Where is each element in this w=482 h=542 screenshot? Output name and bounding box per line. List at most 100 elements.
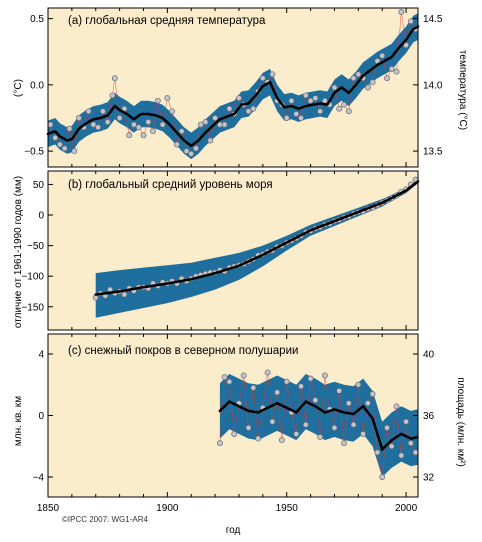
copyright-note: ©IPCC 2007: WG1-AR4 [62, 515, 148, 524]
panel-b-frame [47, 170, 419, 331]
annual-series-line [219, 372, 416, 478]
annual-point [283, 378, 290, 385]
annual-point [331, 84, 338, 91]
annual-point [66, 125, 73, 132]
right-y-tick-label: 36 [423, 411, 435, 422]
panel-a-title: (a) глобальная средняя температура [68, 15, 266, 27]
annual-point [250, 384, 257, 391]
annual-point [307, 375, 314, 382]
annual-point [216, 440, 223, 447]
annual-point [407, 440, 414, 447]
annual-point [364, 84, 371, 91]
annual-point [384, 424, 390, 431]
right-y-tick-label: 14.0 [423, 80, 443, 91]
annual-point [99, 108, 106, 115]
annual-point [212, 115, 219, 121]
annual-point [71, 148, 78, 155]
annual-point [302, 92, 309, 99]
annual-point [95, 124, 102, 131]
panel-snow-cover: −4 0 4 32 36 40 1850 1900 1950 2000 (c) снежный п… [13, 333, 466, 514]
y-tick-label: −0.5 [24, 147, 44, 158]
annual-point [364, 400, 371, 407]
annual-point [245, 424, 252, 431]
annual-point [369, 79, 376, 86]
y-tick-label: 0.5 [30, 14, 44, 25]
y-tick-label: 0.0 [30, 80, 44, 91]
annual-point [412, 449, 419, 456]
panel-a-ylabel: (°C) [13, 79, 24, 97]
annual-point [164, 95, 171, 102]
annual-point [403, 42, 410, 49]
annual-point [398, 9, 405, 15]
decadal-smoothed-line [94, 180, 420, 296]
annual-point [293, 431, 300, 437]
annual-point [173, 141, 180, 148]
uncertainty-band [219, 374, 418, 477]
panel-c-title: (c) снежный покров в северном полушарии [68, 345, 298, 357]
annual-point [221, 121, 228, 128]
annual-point [317, 434, 324, 440]
annual-point [388, 443, 395, 450]
y-tick-label: 0 [38, 211, 44, 222]
annual-point [345, 400, 352, 407]
annual-point [193, 145, 199, 152]
right-y-tick-label: 40 [423, 349, 435, 360]
annual-point [379, 474, 386, 480]
annual-point [255, 435, 262, 442]
annual-point [111, 75, 118, 82]
panel-temperature: −0.5 0.0 0.5 13.5 14.0 14.5 (a) глобальная ср… [13, 7, 468, 168]
annual-point [259, 75, 266, 82]
annual-point [274, 389, 281, 396]
annual-point [245, 108, 252, 115]
annual-point [159, 121, 166, 128]
annual-point [288, 97, 295, 104]
y-tick-label: −50 [27, 241, 44, 252]
y-tick-label: −100 [21, 272, 44, 283]
annual-point [130, 121, 137, 128]
annual-point [226, 378, 233, 385]
annual-point [104, 119, 111, 125]
annual-point [221, 374, 228, 381]
x-tick-label: 1850 [37, 503, 60, 514]
annual-point [341, 101, 347, 108]
annual-point [126, 132, 133, 139]
annual-point [321, 372, 328, 379]
annual-point [226, 105, 233, 112]
annual-point [85, 108, 92, 115]
annual-point [76, 115, 82, 121]
annual-point [56, 141, 63, 148]
y-tick-label: 0 [38, 411, 44, 422]
annual-point [231, 431, 238, 437]
annual-point [109, 92, 116, 99]
annual-point [298, 115, 304, 121]
annual-point [293, 111, 300, 117]
annual-point [407, 18, 414, 25]
annual-point [336, 387, 343, 394]
annual-point [393, 403, 400, 410]
annual-point [336, 105, 343, 112]
x-tick-label: 1900 [156, 503, 179, 514]
annual-point [360, 431, 367, 437]
annual-point [90, 121, 97, 128]
annual-point [278, 437, 285, 444]
annual-point [403, 418, 410, 425]
annual-point [240, 372, 247, 379]
annual-point [312, 95, 319, 102]
y-tick-label: −4 [33, 473, 45, 484]
panel-b-ylabel: отличие от 1961-1990 годов (мм) [13, 176, 24, 328]
annual-point [150, 128, 156, 135]
annual-point [183, 148, 190, 155]
annual-point [188, 150, 195, 157]
y-tick-label: 4 [38, 349, 44, 360]
annual-point [236, 95, 242, 102]
annual-point [169, 108, 176, 115]
annual-point [283, 115, 290, 121]
annual-point [384, 75, 390, 82]
right-y-tick-label: 13.5 [423, 147, 443, 158]
annual-point [350, 421, 357, 428]
annual-point [379, 52, 386, 59]
x-tick-label: 2000 [395, 503, 418, 514]
annual-point [393, 68, 400, 75]
panel-sea-level: −150 −100 −50 0 50 (b) глобальный средний ур… [13, 170, 420, 331]
